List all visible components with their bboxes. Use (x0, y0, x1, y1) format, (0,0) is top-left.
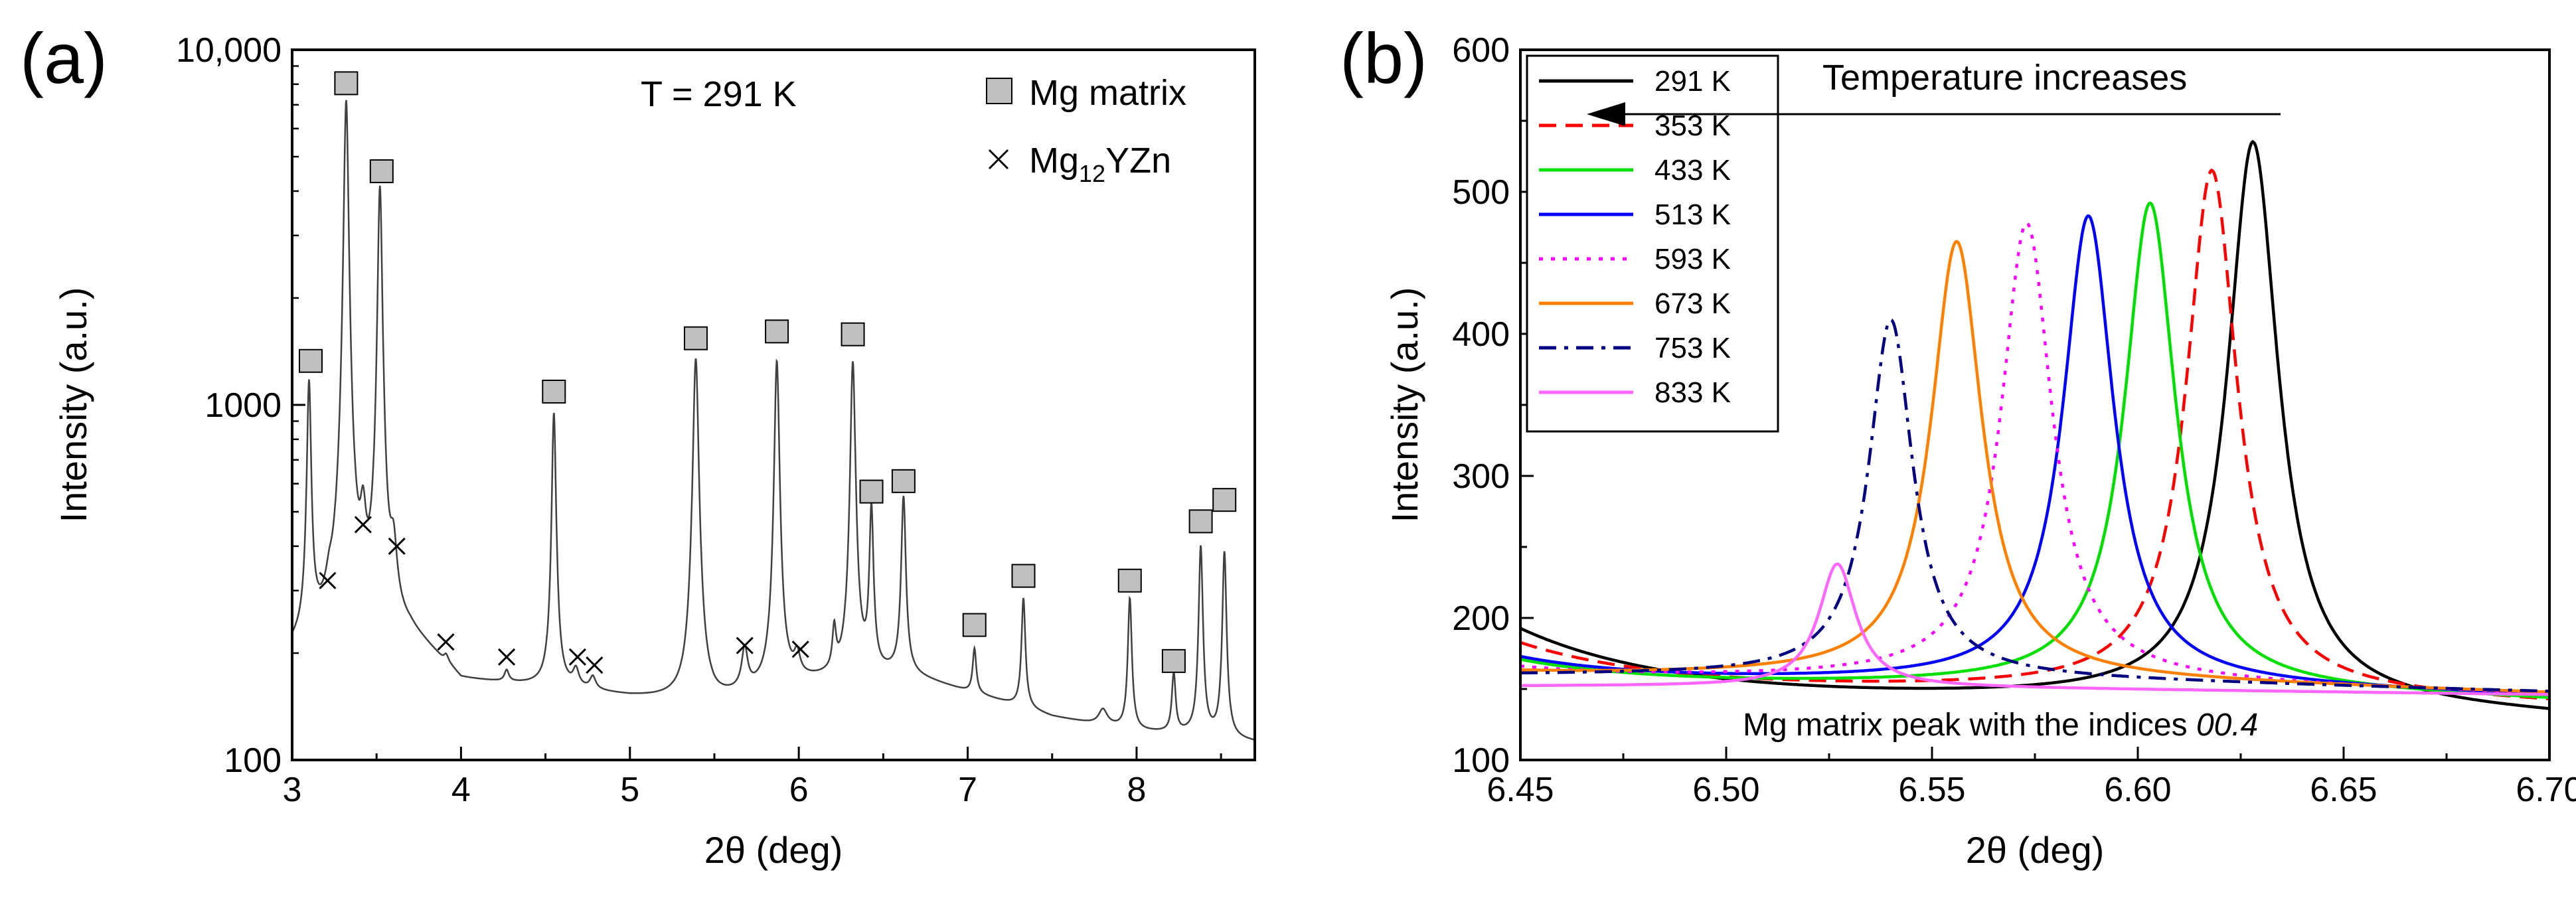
panel-a-axes-group: 3 4 5 6 7 8 100 1000 10,000 (176, 31, 1222, 809)
mg-matrix-marker (369, 159, 394, 183)
chart-panel-a: (a) 3 4 5 6 7 8 100 1000 10,000 2θ (deg) Intensi… (20, 18, 1256, 871)
mg-matrix-marker (841, 322, 865, 346)
mg-matrix-marker (1161, 648, 1186, 673)
panel-a-x-tick-label: 6 (789, 771, 809, 809)
panel-a-legend: Mg matrix Mg12YZn (986, 73, 1186, 187)
legend-square-marker-icon (986, 78, 1012, 104)
panel-b-x-tick-label: 6.50 (1692, 771, 1759, 809)
mg-matrix-marker (683, 326, 708, 350)
mg12yzn-marker (388, 537, 406, 555)
legend-box (1526, 54, 1779, 433)
mg-matrix-marker (1011, 564, 1036, 588)
chart-panel-b: (b) 6.45 6.50 6.55 6.60 6.65 6.70 100 200 300 400… (1340, 18, 2576, 871)
mg12yzn-marker (498, 648, 516, 666)
panel-a-y-tick-label: 1000 (204, 386, 282, 425)
legend-mg12yzn-label: Mg12YZn (1029, 141, 1171, 187)
legend-label-433k: 433 K (1654, 154, 1731, 187)
mg12yzn-marker (568, 648, 586, 666)
legend-label-291k: 291 K (1654, 65, 1731, 98)
panel-a-series-group (291, 100, 1255, 741)
legend-label-513k: 513 K (1654, 198, 1731, 231)
mg12yzn-marker (736, 637, 754, 654)
panel-a-x-tick-label: 7 (958, 771, 977, 809)
series-line-833k (1520, 562, 2549, 696)
mg12yzn-marker (437, 633, 455, 651)
panel-a-x-tick-label: 3 (283, 771, 302, 809)
legend-label-753k: 753 K (1654, 332, 1731, 364)
mg-matrix-marker (891, 469, 916, 493)
panel-b-y-tick-label: 500 (1452, 173, 1510, 212)
temperature-arrow-label: Temperature increases (1822, 58, 2187, 98)
mg-matrix-marker (859, 479, 884, 504)
mg-matrix-marker (542, 379, 566, 404)
legend-mg12yzn-prefix: Mg (1029, 141, 1079, 181)
arrow-left-icon (1587, 102, 1625, 126)
panel-a-label: (a) (20, 18, 108, 98)
mg12yzn-marker (354, 516, 372, 534)
panel-b-x-tick-label: 6.70 (2516, 771, 2576, 809)
panel-b-y-axis-title: Intensity (a.u.) (1384, 287, 1425, 523)
panel-b-series-group (1520, 139, 2549, 710)
legend-mg-matrix-label: Mg matrix (1029, 73, 1186, 113)
mg-matrix-marker (1212, 488, 1237, 512)
mg-matrix-marker (298, 348, 323, 373)
panel-b-y-tick-label: 100 (1452, 741, 1510, 780)
panel-a-x-tick-label: 5 (620, 771, 639, 809)
mg-matrix-marker (765, 319, 789, 344)
panel-b-footnote-prefix: Mg matrix peak with the indices (1743, 708, 2196, 743)
panel-b-x-axis-title: 2θ (deg) (1966, 829, 2105, 871)
mg-matrix-marker (1117, 568, 1142, 593)
panel-b-x-tick-label: 6.55 (1898, 771, 1965, 809)
mg-matrix-marker (334, 71, 359, 96)
panel-a-xrd-trace (291, 100, 1255, 741)
temperature-arrow (1587, 102, 2281, 126)
panel-b-footnote-index: 00.4 (2196, 708, 2258, 743)
panel-a-markers-group (298, 71, 1237, 674)
mg12yzn-marker (791, 641, 809, 658)
panel-b-x-tick-label: 6.65 (2310, 771, 2377, 809)
panel-b-y-tick-label: 200 (1452, 599, 1510, 638)
panel-a-x-axis-title: 2θ (deg) (704, 829, 843, 871)
panel-a-x-tick-label: 8 (1127, 771, 1146, 809)
panel-b-x-tick-label: 6.45 (1487, 771, 1554, 809)
panel-b-y-tick-label: 600 (1452, 31, 1510, 70)
mg-matrix-marker (962, 613, 987, 637)
mg12yzn-marker (586, 656, 604, 674)
panel-a-y-tick-label: 10,000 (176, 31, 282, 70)
mg-matrix-marker (1188, 509, 1213, 534)
panel-b-axes-group: 6.45 6.50 6.55 6.60 6.65 6.70 100 200 300 400 500 6… (1452, 31, 2576, 809)
legend-mg12yzn-suffix: YZn (1105, 141, 1171, 181)
panel-b-y-tick-label: 400 (1452, 315, 1510, 354)
panel-b-x-tick-label: 6.60 (2104, 771, 2171, 809)
legend-mg12yzn-subscript: 12 (1079, 160, 1105, 187)
legend-x-marker-icon (988, 149, 1009, 170)
panel-a-x-tick-label: 4 (451, 771, 471, 809)
legend-label-593k: 593 K (1654, 243, 1731, 275)
legend-label-833k: 833 K (1654, 376, 1731, 409)
panel-b-label: (b) (1340, 18, 1427, 98)
panel-a-y-axis-title: Intensity (a.u.) (52, 287, 94, 523)
legend-label-673k: 673 K (1654, 287, 1731, 320)
series-line-753k (1520, 318, 2549, 693)
mg12yzn-marker (319, 571, 337, 589)
panel-a-temperature-annotation: T = 291 K (641, 74, 797, 114)
panel-b-footnote: Mg matrix peak with the indices 00.4 (1743, 708, 2258, 743)
panel-b-y-tick-label: 300 (1452, 457, 1510, 496)
panel-a-y-tick-label: 100 (224, 741, 282, 780)
